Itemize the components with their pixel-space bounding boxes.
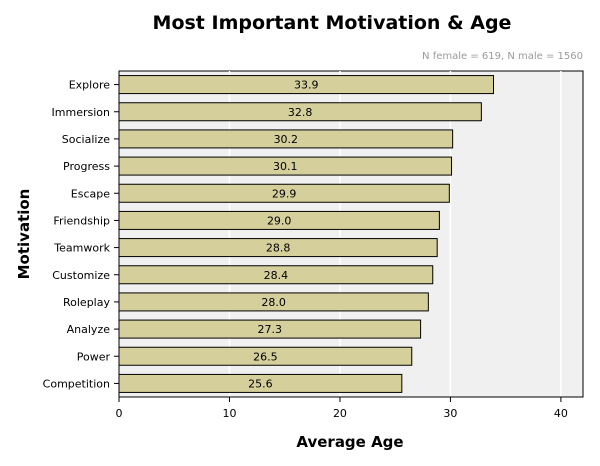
- category-label: Escape: [71, 187, 110, 200]
- bar-value-label: 27.3: [258, 323, 283, 336]
- bar-value-label: 28.8: [266, 242, 291, 255]
- bar-value-label: 30.2: [274, 133, 299, 146]
- category-label: Friendship: [53, 214, 110, 227]
- category-label: Progress: [63, 160, 110, 173]
- x-axis-title: Average Age: [296, 433, 403, 451]
- x-tick-label: 20: [333, 407, 347, 420]
- category-label: Competition: [43, 377, 110, 390]
- bar-value-label: 28.4: [264, 269, 289, 282]
- y-axis-title: Motivation: [15, 189, 33, 280]
- bar-value-label: 28.0: [261, 296, 286, 309]
- category-label: Socialize: [62, 133, 110, 146]
- category-label: Teamwork: [53, 242, 110, 255]
- chart-subtitle: N female = 619, N male = 1560: [422, 51, 583, 62]
- category-label: Customize: [52, 269, 110, 282]
- bar-value-label: 29.0: [267, 214, 292, 227]
- grid-lines: [228, 71, 562, 397]
- category-label: Explore: [69, 79, 111, 92]
- category-tick-labels: Explore Immersion Socialize Progress Escape F…: [43, 79, 119, 390]
- x-tick-label: 10: [222, 407, 236, 420]
- bar-value-label: 32.8: [288, 106, 313, 119]
- category-label: Roleplay: [63, 296, 110, 309]
- bar-value-label: 29.9: [272, 187, 297, 200]
- chart-title: Most Important Motivation & Age: [153, 12, 512, 34]
- bar-value-label: 33.9: [294, 79, 319, 92]
- bar-value-label: 30.1: [273, 160, 298, 173]
- category-label: Analyze: [67, 323, 111, 336]
- bar-value-label: 26.5: [253, 350, 278, 363]
- bar-value-label: 25.6: [248, 377, 273, 390]
- x-tick-labels: 0 10 20 30 40: [116, 397, 568, 420]
- x-tick-label: 30: [443, 407, 457, 420]
- category-label: Immersion: [52, 106, 110, 119]
- plot-area: [118, 70, 584, 398]
- data-labels: 33.9 32.8 30.2 30.1 29.9 29.0 28.8 28.4 28.0 27.3…: [248, 79, 318, 391]
- category-label: Power: [77, 350, 111, 363]
- x-tick-label: 0: [116, 407, 123, 420]
- bars: [118, 75, 495, 393]
- x-tick-label: 40: [554, 407, 568, 420]
